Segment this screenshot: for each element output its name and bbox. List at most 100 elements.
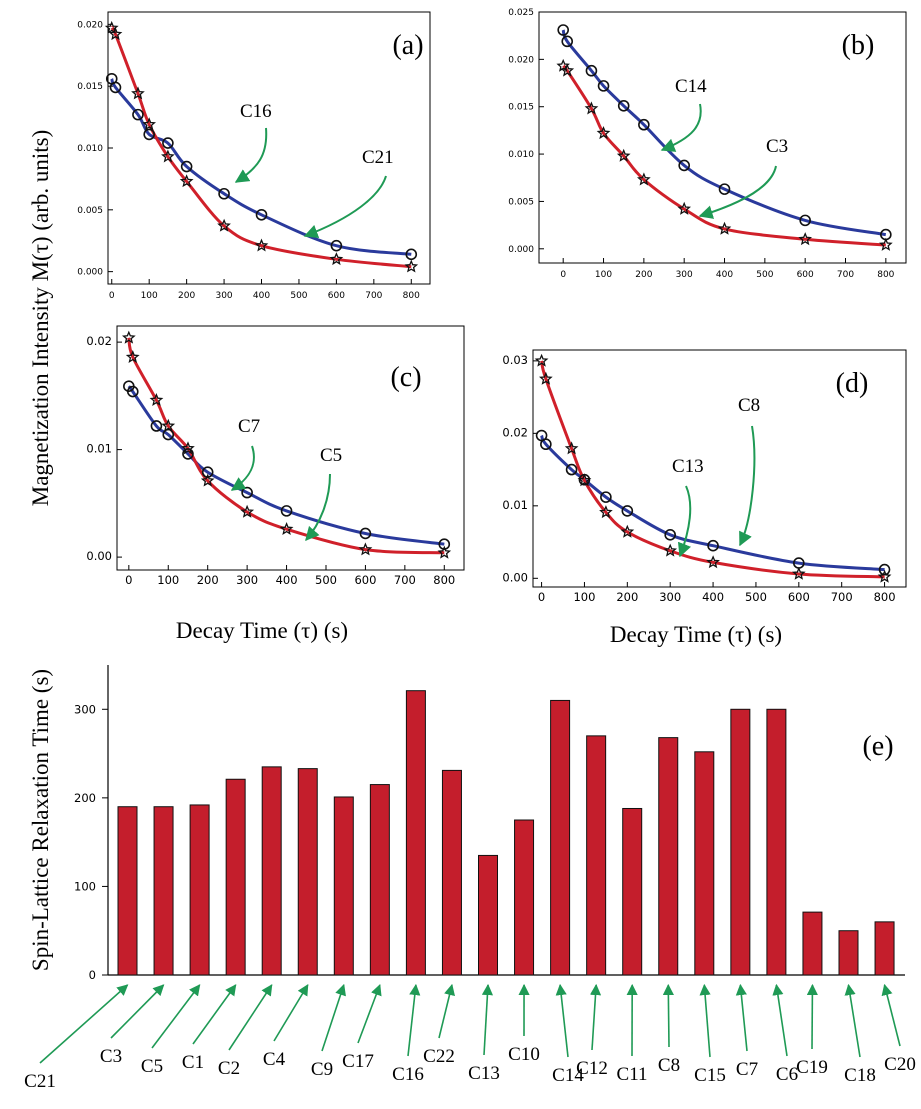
bar-c8 [658,737,679,976]
category-arrows-e [39,983,901,1064]
x-tick-label: 500 [290,291,307,301]
bar-c13 [478,854,498,976]
x-tick-label: 0 [538,590,545,604]
arrow-c15 [699,983,711,1058]
data-point-c5 [358,542,373,556]
x-tick-label: 0 [109,291,115,301]
category-label-c3: C3 [100,1046,122,1067]
data-point-c14 [638,118,650,131]
x-tick-label: 200 [197,573,219,587]
x-tick-label: 0 [560,270,566,280]
category-label-c19: C19 [796,1057,828,1078]
x-tick-label: 100 [157,573,179,587]
y-tick-label: 100 [74,879,96,893]
data-point-c16 [405,248,418,261]
y-tick-label: 0.025 [508,8,534,18]
data-point-c3 [878,237,893,251]
markers-d [534,353,892,583]
arrow-c2 [228,984,273,1051]
data-point-c13 [706,555,720,569]
x-tick-label: 300 [236,573,258,587]
arrow-c22 [438,983,455,1039]
x-ticks-b: 0 100 200 300 400 500 600 700 800 [560,258,895,280]
x-tick-label: 100 [595,270,612,280]
data-point-c16 [162,137,174,149]
x-axis-title-left: Decay Time (τ) (s) [176,618,348,643]
category-label-c15: C15 [694,1065,726,1086]
curve-label-c3: C3 [766,136,788,157]
y-ticks-d: 0.00 0.01 0.02 0.03 [502,353,538,584]
data-point-c16 [218,187,230,200]
y-tick-label: 0.000 [77,268,103,278]
arrow-c14 [555,983,569,1058]
arrow-c12 [589,983,602,1051]
x-tick-label: 400 [716,270,733,280]
y-axis-title-e: Spin-Lattice Relaxation Time (s) [28,669,53,971]
y-tick-label: 0.020 [77,20,103,30]
data-point-c3 [584,101,599,115]
x-tick-label: 800 [877,270,894,280]
y-tick-label: 0.01 [502,498,528,512]
data-point-c8 [621,505,634,517]
x-tick-label: 800 [433,573,455,587]
data-point-c21 [254,238,269,252]
data-point-c8 [707,539,719,552]
arrow-c5 [151,984,201,1049]
bar-c18 [838,930,859,976]
bar-c19 [802,911,823,976]
data-point-c14 [718,183,731,195]
series-line-c14 [561,29,887,237]
data-point-c21 [131,86,145,100]
category-label-c13: C13 [468,1063,500,1084]
category-label-c14: C14 [552,1065,584,1086]
arrow-c16 [407,983,421,1057]
category-label-c4: C4 [263,1049,286,1070]
data-point-c7 [162,428,175,441]
data-point-c16 [330,239,343,252]
x-tick-label: 100 [573,590,595,604]
data-point-c13 [564,441,579,455]
x-tick-label: 400 [253,291,270,301]
data-point-c5 [181,441,195,455]
data-point-c16 [255,208,268,221]
x-tick-label: 300 [215,291,232,301]
y-tick-label: 0.015 [508,103,534,113]
x-tick-label: 600 [328,291,345,301]
x-tick-label: 200 [178,291,195,301]
panel-d: 0.00 0.01 0.02 0.03 0 100 200 300 400 500 600 700 8… [502,349,907,604]
x-tick-label: 500 [756,270,773,280]
data-point-c13 [877,569,892,583]
y-tick-label: 0.005 [508,197,534,207]
x-tick-label: 600 [354,573,376,587]
series-line-c5 [127,337,445,555]
data-point-c5 [161,418,176,432]
category-label-c5: C5 [141,1056,163,1077]
arrow-c3 [110,984,165,1039]
x-tick-label: 0 [125,573,132,587]
data-point-c7 [182,448,194,460]
data-point-c7 [201,466,214,478]
arrow-c4 [273,984,309,1042]
markers-c [121,330,452,559]
arrow-c8 [662,983,674,1048]
series-line-c21 [110,25,412,269]
panel-label-e: (e) [862,731,893,762]
data-point-c3 [677,201,692,215]
data-point-c14 [597,80,610,92]
markers-a [104,20,419,273]
y-tick-label: 0.00 [86,549,112,563]
data-point-c3 [798,232,813,246]
arrow-c17 [357,983,382,1044]
curve-label-c16: C16 [240,101,272,122]
y-tick-label: 0.00 [502,570,528,584]
arrow-c7 [230,445,255,491]
data-point-c3 [596,126,611,140]
x-tick-label: 700 [831,590,853,604]
data-point-c7 [280,505,293,517]
data-point-c16 [132,108,144,121]
data-point-c5 [200,473,215,487]
panel-label-d: (d) [836,368,869,399]
data-point-c14 [799,214,811,227]
data-point-c5 [240,504,255,518]
